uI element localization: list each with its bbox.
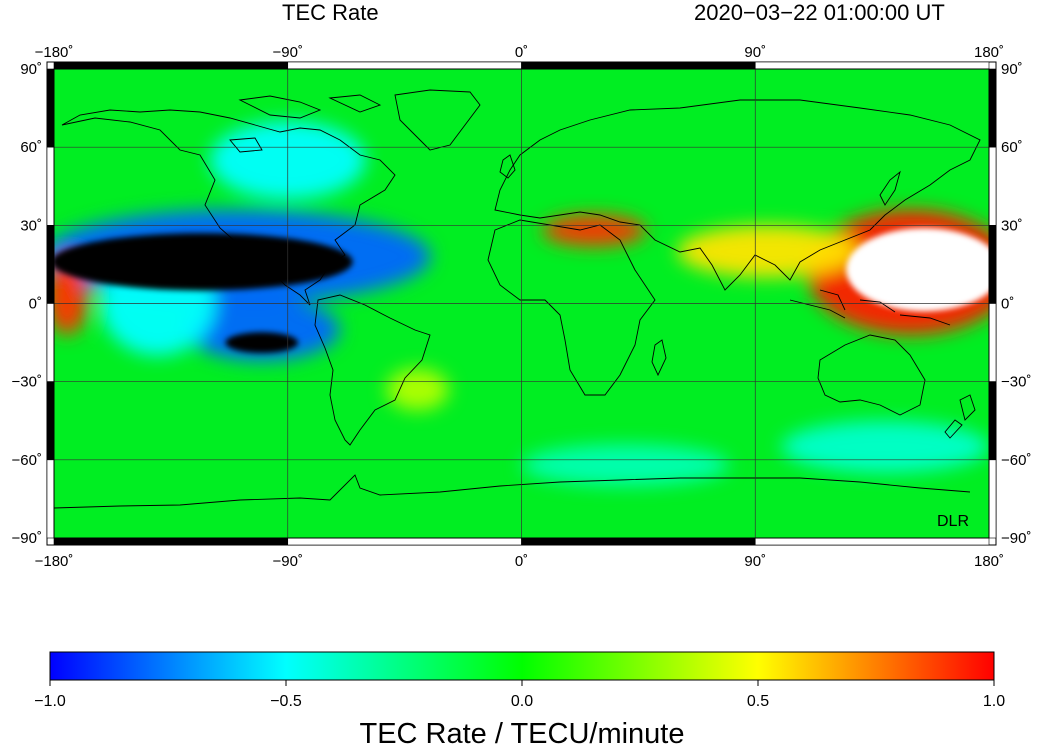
field-core-low-1 [225,332,299,354]
lat-tick-left-1: 60˚ [20,139,42,156]
colorbar-tick-label-4: 1.0 [983,693,1005,710]
lat-tick-right-1: 60˚ [1001,139,1023,156]
colorbar-tick-label-2: 0.0 [511,693,533,710]
coast-arctic-islands [229,94,382,153]
lat-tick-right-4: −30˚ [1001,374,1031,391]
frame-bar-left [46,459,55,539]
field-core-high-8 [846,227,989,312]
colorbar-gradient [49,651,995,681]
field-blob-low-6 [521,444,730,486]
frame-bar-right [988,68,997,148]
frame-bar-left [46,146,55,226]
frame-bar-bottom [53,537,289,546]
frame-bar-right [988,459,997,539]
lat-tick-right-6: −90˚ [1001,530,1031,547]
frame-bar-left [46,225,55,304]
lat-tick-left-2: 30˚ [20,217,42,234]
lat-tick-left-4: −30˚ [12,374,42,391]
frame-bar-top [53,61,289,70]
frame-bar-bottom [287,537,522,546]
lon-tick-top-2: 0˚ [515,44,528,61]
lat-tick-right-3: 0˚ [1001,296,1014,313]
field-blob-low-7 [781,420,989,473]
lon-tick-bottom-2: 0˚ [515,553,528,570]
colorbar-tick-label-1: −0.5 [270,693,302,710]
coast-indonesia [789,289,951,326]
frame-bar-top [521,61,756,70]
coast-britain [499,154,516,179]
coast-africa [487,219,656,396]
frame-bar-right [988,146,997,226]
coast-greenland [394,89,481,151]
lat-tick-left-6: −90˚ [12,530,42,547]
coast-south-america [314,294,431,446]
frame-bar-left [46,303,55,382]
colorbar-ticks: −1.0 −0.5 0.0 0.5 1.0 [34,680,1005,710]
credit-label: DLR [937,513,970,530]
coast-new-zealand [944,394,976,439]
field-blob-high-13 [386,368,449,411]
map-frame [46,61,997,546]
field-blob-high-11 [542,214,647,247]
lat-tick-left-5: −60˚ [12,452,42,469]
lon-tick-top-0: −180˚ [35,44,74,61]
frame-inner [53,68,990,539]
frame-bar-left [46,68,55,148]
lat-tick-right-0: 90˚ [1001,61,1023,78]
lat-tick-left-3: 0˚ [29,296,42,313]
frame-bar-right [988,381,997,461]
lon-tick-bottom-0: −180˚ [35,553,74,570]
frame-bar-right [988,225,997,304]
lon-tick-top-4: 180˚ [974,44,1004,61]
frame-bar-top [287,61,522,70]
lon-tick-bottom-1: −90˚ [273,553,303,570]
frame-bar-left [46,381,55,461]
lat-tick-left-0: 90˚ [20,61,42,78]
field-blob-low-3 [183,298,340,361]
coast-madagascar [651,339,667,377]
coast-australia [817,334,926,416]
frame-bar-right [988,303,997,382]
field-core-low-0 [54,233,353,291]
lon-tick-bottom-3: 90˚ [744,553,766,570]
graticule [54,69,989,538]
coast-north-america [61,109,396,306]
colorbar-label: TEC Rate / TECU/minute [359,718,685,750]
frame-bar-bottom [754,537,990,546]
frame-bar-top [754,61,990,70]
colorbar-tick-label-0: −1.0 [34,693,66,710]
lon-tick-top-3: 90˚ [744,44,766,61]
map-title: TEC Rate [282,0,379,25]
coast-japan [879,170,901,206]
coast-antarctica [54,474,971,509]
map-timestamp: 2020−03−22 01:00:00 UT [694,0,945,25]
lon-tick-top-1: −90˚ [273,44,303,61]
lat-tick-right-5: −60˚ [1001,452,1031,469]
lat-tick-right-2: 30˚ [1001,217,1023,234]
colorbar-tick-label-3: 0.5 [747,693,769,710]
colorbar: −1.0 −0.5 0.0 0.5 1.0 [34,651,1005,710]
coast-eurasia [494,99,981,291]
map-tick-labels: −180˚−180˚−90˚−90˚0˚0˚90˚90˚180˚180˚90˚ 9… [12,44,1032,570]
field-blob-high-12 [677,225,860,278]
frame-bar-bottom [521,537,756,546]
lon-tick-bottom-4: 180˚ [974,553,1004,570]
coastlines [54,89,981,509]
